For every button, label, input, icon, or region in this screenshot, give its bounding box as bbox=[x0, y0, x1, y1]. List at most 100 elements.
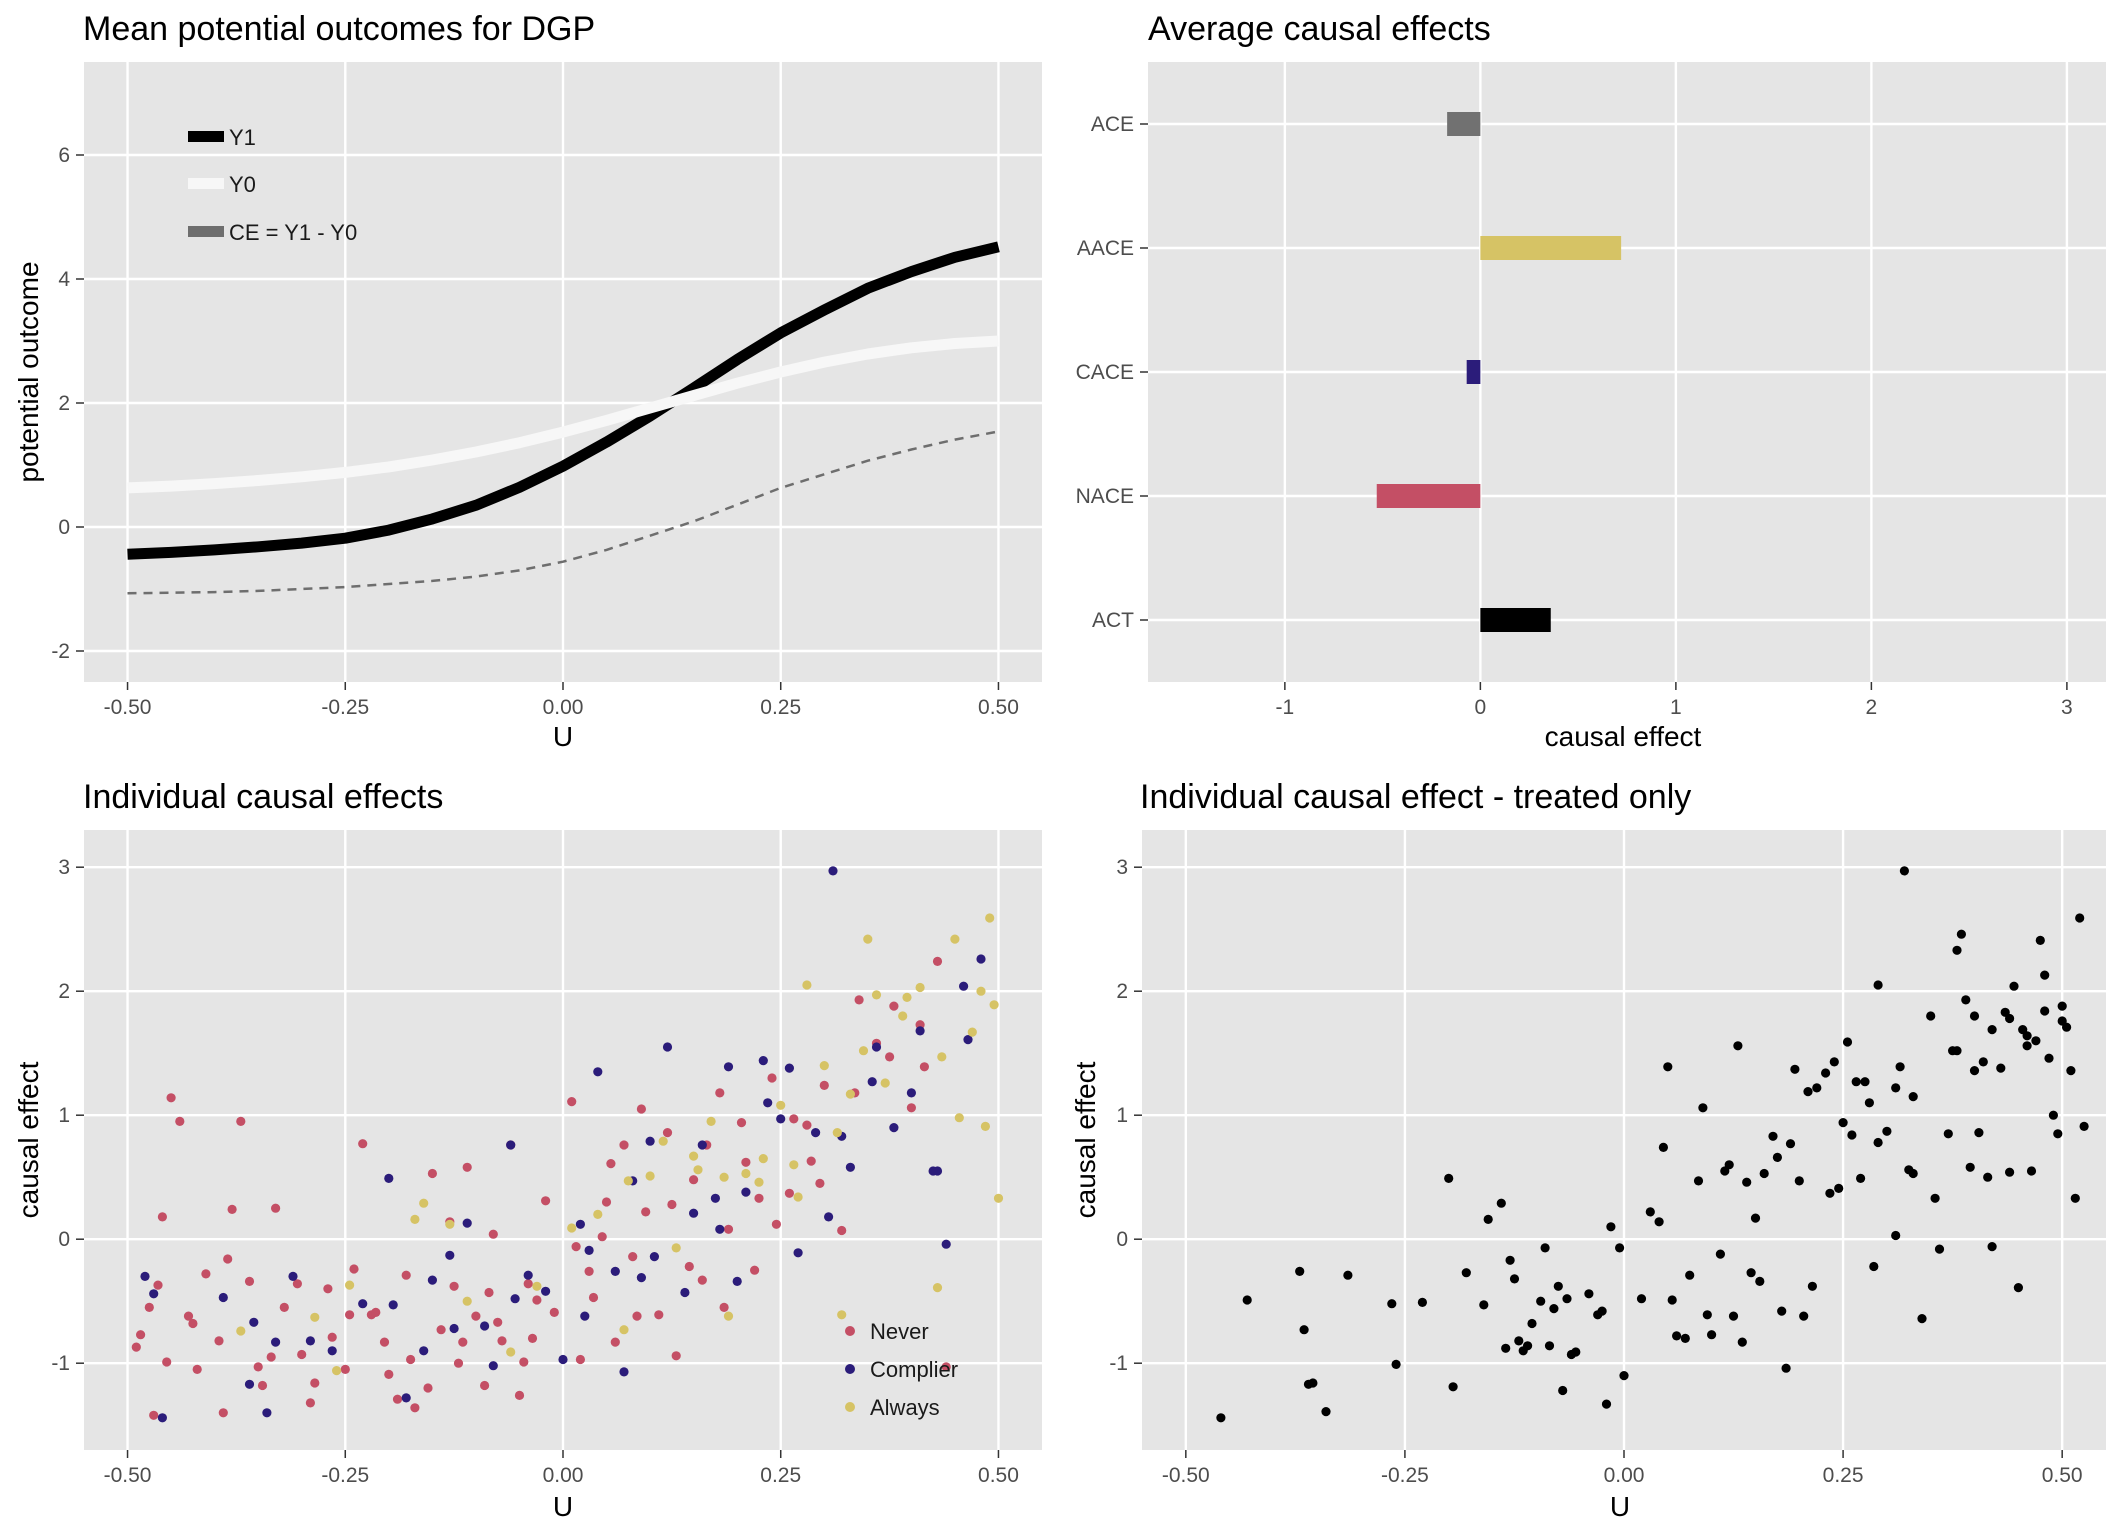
panel-c-y-label: causal effect bbox=[13, 1061, 44, 1218]
panel-d-y-ticks: -1 0 1 2 3 bbox=[1109, 856, 1142, 1375]
point-treated bbox=[1970, 1066, 1979, 1075]
point-complier bbox=[868, 1077, 877, 1086]
point-treated bbox=[1536, 1297, 1545, 1306]
x-tick-label: 2 bbox=[1866, 696, 1878, 719]
point-never bbox=[458, 1338, 467, 1347]
point-treated bbox=[1860, 1077, 1869, 1086]
point-complier bbox=[558, 1355, 567, 1364]
point-never bbox=[380, 1338, 389, 1347]
point-never bbox=[611, 1338, 620, 1347]
point-complier bbox=[384, 1174, 393, 1183]
point-treated bbox=[1321, 1407, 1330, 1416]
point-treated bbox=[1742, 1178, 1751, 1187]
point-treated bbox=[2066, 1066, 2075, 1075]
point-complier bbox=[872, 1042, 881, 1051]
point-treated bbox=[1343, 1271, 1352, 1280]
point-never bbox=[807, 1157, 816, 1166]
point-never bbox=[245, 1277, 254, 1286]
point-always bbox=[789, 1160, 798, 1169]
point-never bbox=[188, 1319, 197, 1328]
y-tick-label: 1 bbox=[58, 1104, 70, 1127]
point-complier bbox=[759, 1056, 768, 1065]
point-complier bbox=[741, 1188, 750, 1197]
category-label: NACE bbox=[1076, 485, 1134, 508]
y-tick-label: 6 bbox=[58, 144, 70, 167]
point-never bbox=[724, 1225, 733, 1234]
point-complier bbox=[846, 1163, 855, 1172]
point-always bbox=[820, 1061, 829, 1070]
x-tick-label: -0.25 bbox=[321, 1464, 369, 1487]
point-complier bbox=[480, 1321, 489, 1330]
point-never bbox=[602, 1197, 611, 1206]
point-complier bbox=[824, 1212, 833, 1221]
point-treated bbox=[1738, 1338, 1747, 1347]
point-complier bbox=[419, 1346, 428, 1355]
point-never bbox=[585, 1267, 594, 1276]
point-always bbox=[532, 1282, 541, 1291]
point-complier bbox=[711, 1194, 720, 1203]
point-treated bbox=[2049, 1111, 2058, 1120]
point-treated bbox=[1672, 1331, 1681, 1340]
bar-nace bbox=[1377, 484, 1481, 508]
point-never bbox=[689, 1175, 698, 1184]
point-always bbox=[881, 1078, 890, 1087]
point-treated bbox=[2009, 982, 2018, 991]
panel-c-x-ticks: -0.50 -0.25 0.00 0.25 0.50 bbox=[104, 1450, 1019, 1487]
point-treated bbox=[2058, 1002, 2067, 1011]
point-never bbox=[750, 1266, 759, 1275]
point-always bbox=[567, 1223, 576, 1232]
point-treated bbox=[2053, 1129, 2062, 1138]
point-treated bbox=[1808, 1282, 1817, 1291]
point-treated bbox=[1418, 1298, 1427, 1307]
point-never bbox=[641, 1207, 650, 1216]
point-treated bbox=[1694, 1176, 1703, 1185]
point-treated bbox=[1952, 946, 1961, 955]
legend-key-y1 bbox=[188, 131, 224, 142]
point-treated bbox=[2080, 1122, 2089, 1131]
point-always bbox=[833, 1128, 842, 1137]
point-complier bbox=[428, 1276, 437, 1285]
point-never bbox=[567, 1097, 576, 1106]
point-complier bbox=[262, 1408, 271, 1417]
panel-treated-only-effects: Individual causal effect - treated only … bbox=[1070, 778, 2106, 1522]
panel-b-x-label: causal effect bbox=[1545, 721, 1702, 752]
x-tick-label: 0 bbox=[1475, 696, 1487, 719]
point-complier bbox=[959, 982, 968, 991]
point-complier bbox=[245, 1380, 254, 1389]
point-complier bbox=[889, 1123, 898, 1132]
point-treated bbox=[1891, 1231, 1900, 1240]
point-complier bbox=[689, 1209, 698, 1218]
point-complier bbox=[724, 1062, 733, 1071]
point-treated bbox=[1668, 1295, 1677, 1304]
point-never bbox=[214, 1336, 223, 1345]
point-treated bbox=[1523, 1341, 1532, 1350]
panel-d-x-ticks: -0.50 -0.25 0.00 0.25 0.50 bbox=[1162, 1450, 2083, 1487]
point-treated bbox=[1392, 1360, 1401, 1369]
point-treated bbox=[1598, 1307, 1607, 1316]
point-always bbox=[985, 913, 994, 922]
legend-key-always bbox=[845, 1402, 855, 1412]
legend-label-complier: Complier bbox=[870, 1357, 958, 1382]
point-complier bbox=[916, 1026, 925, 1035]
point-treated bbox=[1786, 1139, 1795, 1148]
point-never bbox=[889, 1002, 898, 1011]
point-complier bbox=[663, 1042, 672, 1051]
point-treated bbox=[1847, 1130, 1856, 1139]
panel-d-y-label: causal effect bbox=[1070, 1061, 1101, 1218]
x-tick-label: 3 bbox=[2061, 696, 2073, 719]
point-always bbox=[672, 1243, 681, 1252]
point-always bbox=[463, 1297, 472, 1306]
point-complier bbox=[288, 1272, 297, 1281]
bar-ace bbox=[1447, 112, 1480, 136]
point-never bbox=[328, 1333, 337, 1342]
point-always bbox=[837, 1310, 846, 1319]
point-treated bbox=[1646, 1207, 1655, 1216]
point-treated bbox=[1527, 1319, 1536, 1328]
point-treated bbox=[1988, 1025, 1997, 1034]
point-treated bbox=[1707, 1330, 1716, 1339]
point-never bbox=[149, 1411, 158, 1420]
point-treated bbox=[1777, 1307, 1786, 1316]
point-never bbox=[524, 1279, 533, 1288]
point-never bbox=[484, 1288, 493, 1297]
point-treated bbox=[1869, 1262, 1878, 1271]
